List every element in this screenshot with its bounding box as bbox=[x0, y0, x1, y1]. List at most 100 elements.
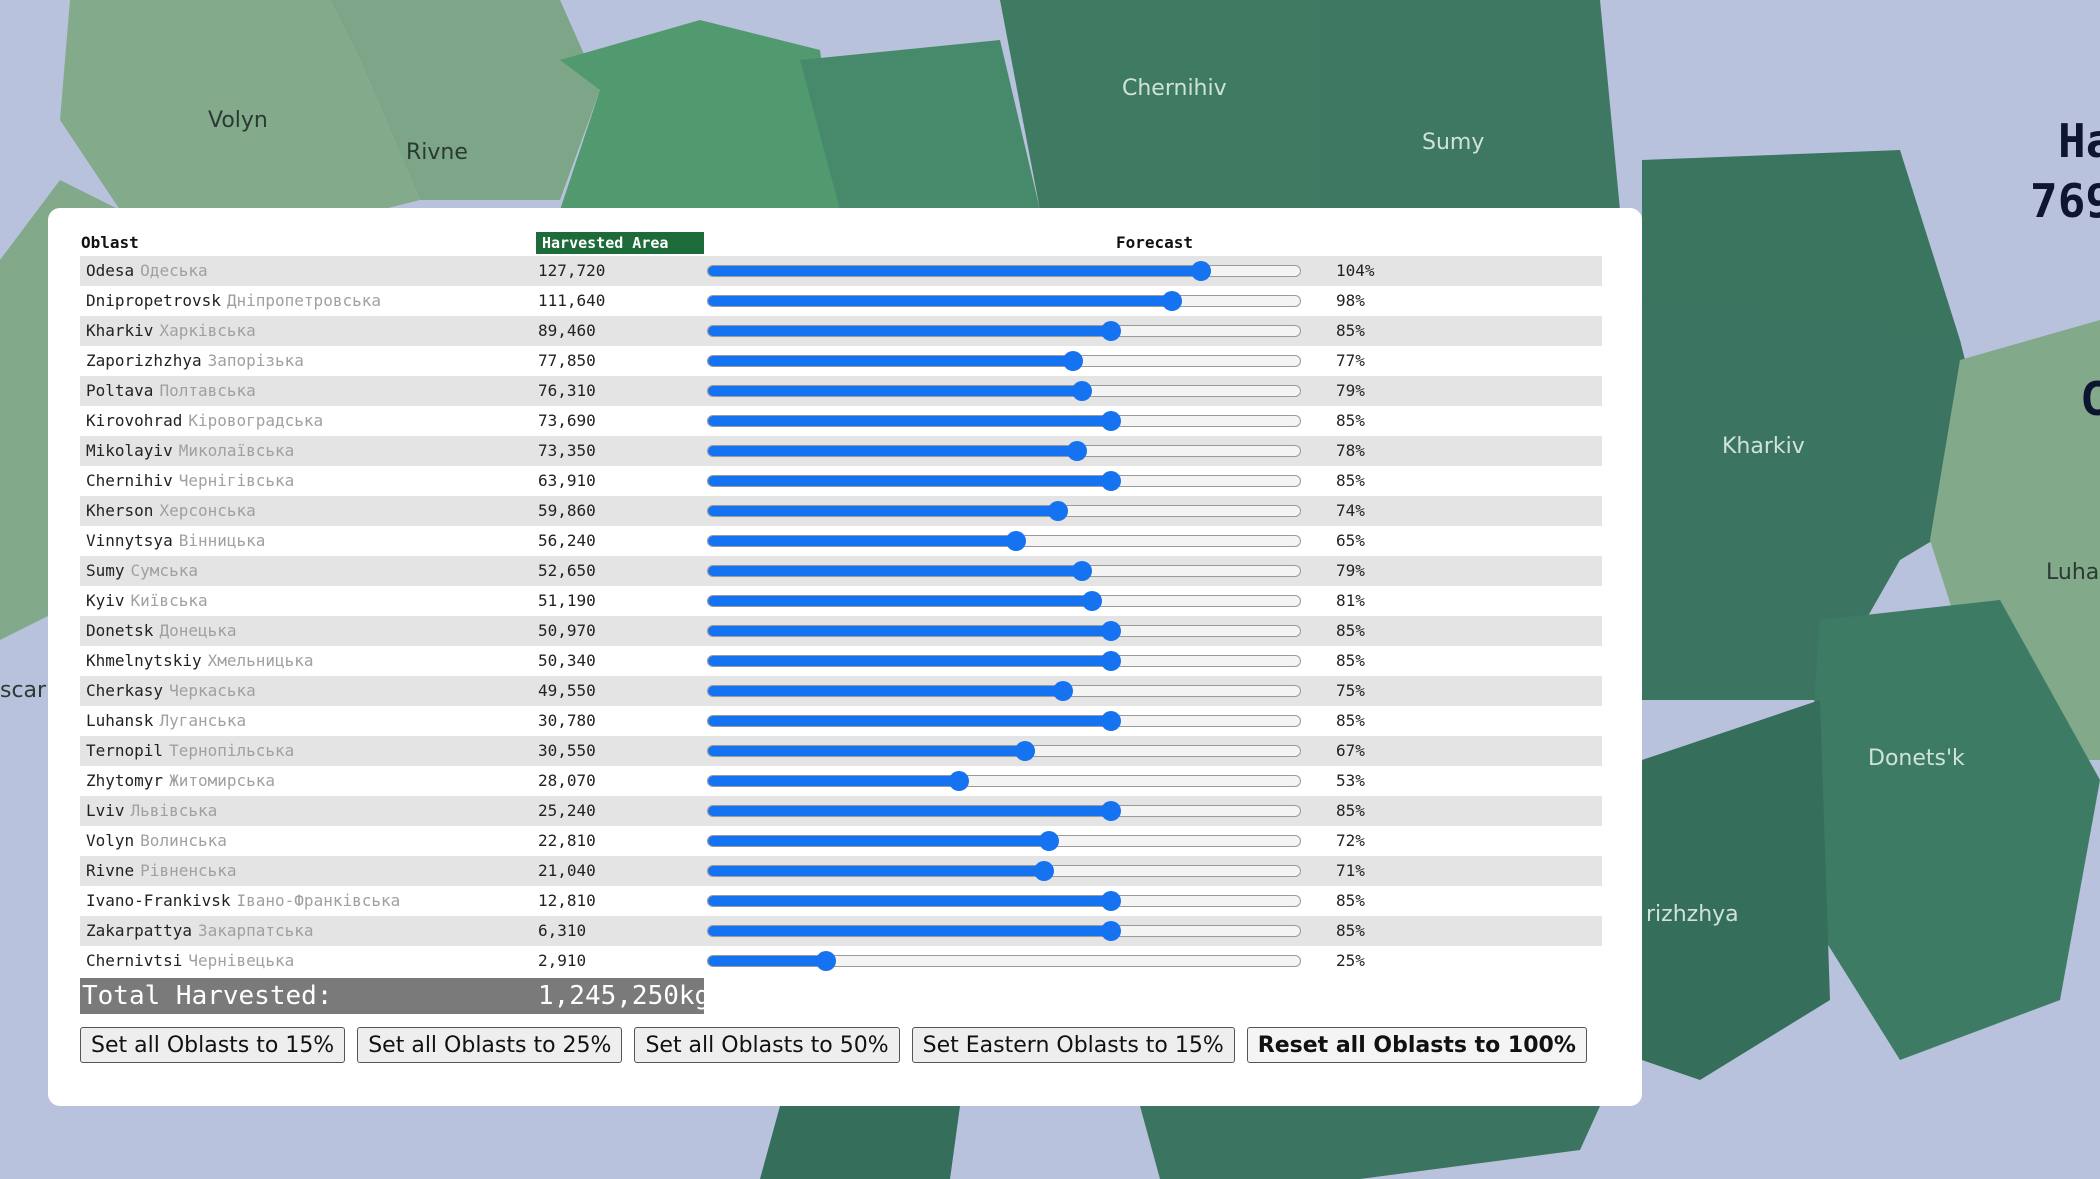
harvested-area-value: 22,810 bbox=[538, 831, 596, 850]
oblast-name-en: Zhytomyr bbox=[86, 771, 164, 790]
slider-thumb[interactable] bbox=[1100, 621, 1121, 641]
harvested-area-value: 21,040 bbox=[538, 861, 596, 880]
slider-thumb[interactable] bbox=[1100, 801, 1121, 821]
slider-thumb[interactable] bbox=[1072, 381, 1093, 401]
oblast-name-en: Vinnytsya bbox=[86, 531, 173, 550]
oblast-name: Luhansk Луганська bbox=[86, 706, 246, 736]
oblast-name-en: Khmelnytskiy bbox=[86, 651, 202, 670]
slider-thumb[interactable] bbox=[1100, 921, 1121, 941]
slider-fill bbox=[708, 776, 959, 786]
forecast-slider[interactable] bbox=[707, 681, 1301, 701]
oblast-name-uk: Запорізька bbox=[207, 351, 304, 370]
slider-thumb[interactable] bbox=[1100, 891, 1121, 911]
forecast-slider[interactable] bbox=[707, 531, 1301, 551]
forecast-slider[interactable] bbox=[707, 711, 1301, 731]
forecast-slider[interactable] bbox=[707, 801, 1301, 821]
table-row: Khmelnytskiy Хмельницька 50,340 85% bbox=[80, 646, 1602, 676]
slider-fill bbox=[708, 746, 1026, 756]
oblast-name: Rivne Рівненська bbox=[86, 856, 237, 886]
oblast-name-en: Dnipropetrovsk bbox=[86, 291, 221, 310]
reset-all-100-button[interactable]: Reset all Oblasts to 100% bbox=[1246, 1027, 1587, 1063]
map-region-chernihiv bbox=[1000, 0, 1330, 210]
slider-thumb[interactable] bbox=[1100, 411, 1121, 431]
forecast-slider[interactable] bbox=[707, 771, 1301, 791]
map-label-chernihiv: Chernihiv bbox=[1122, 76, 1227, 101]
forecast-percent: 85% bbox=[1336, 621, 1365, 640]
slider-fill bbox=[708, 296, 1173, 306]
forecast-slider[interactable] bbox=[707, 291, 1301, 311]
slider-thumb[interactable] bbox=[1100, 321, 1121, 341]
forecast-slider[interactable] bbox=[707, 351, 1301, 371]
harvested-area-value: 52,650 bbox=[538, 561, 596, 580]
slider-thumb[interactable] bbox=[1190, 261, 1211, 281]
forecast-slider[interactable] bbox=[707, 951, 1301, 971]
slider-thumb[interactable] bbox=[1100, 651, 1121, 671]
slider-thumb[interactable] bbox=[1062, 351, 1083, 371]
forecast-slider[interactable] bbox=[707, 831, 1301, 851]
forecast-slider[interactable] bbox=[707, 741, 1301, 761]
slider-thumb[interactable] bbox=[1053, 681, 1074, 701]
forecast-slider[interactable] bbox=[707, 621, 1301, 641]
forecast-percent: 71% bbox=[1336, 861, 1365, 880]
slider-thumb[interactable] bbox=[1015, 741, 1036, 761]
forecast-slider[interactable] bbox=[707, 651, 1301, 671]
oblast-name-en: Rivne bbox=[86, 861, 135, 880]
forecast-slider[interactable] bbox=[707, 501, 1301, 521]
forecast-percent: 67% bbox=[1336, 741, 1365, 760]
set-all-50-button[interactable]: Set all Oblasts to 50% bbox=[634, 1027, 900, 1063]
oblast-name-en: Odesa bbox=[86, 261, 135, 280]
map-region-south-west bbox=[760, 1106, 960, 1179]
set-all-15-button[interactable]: Set all Oblasts to 15% bbox=[80, 1027, 346, 1063]
forecast-percent: 79% bbox=[1336, 561, 1365, 580]
slider-thumb[interactable] bbox=[1072, 561, 1093, 581]
forecast-slider[interactable] bbox=[707, 381, 1301, 401]
oblast-name-uk: Одеська bbox=[140, 261, 208, 280]
slider-thumb[interactable] bbox=[1048, 501, 1069, 521]
slider-thumb[interactable] bbox=[816, 951, 837, 971]
set-eastern-15-button[interactable]: Set Eastern Oblasts to 15% bbox=[911, 1027, 1235, 1063]
map-region-south-east bbox=[1140, 1106, 1600, 1179]
map-region-rivne bbox=[330, 0, 600, 200]
slider-thumb[interactable] bbox=[1162, 291, 1183, 311]
oblast-name: Sumy Сумська bbox=[86, 556, 198, 586]
harvested-area-value: 50,970 bbox=[538, 621, 596, 640]
slider-thumb[interactable] bbox=[1038, 831, 1059, 851]
forecast-percent: 98% bbox=[1336, 291, 1365, 310]
total-label: Total Harvested: bbox=[82, 981, 333, 1011]
forecast-slider[interactable] bbox=[707, 411, 1301, 431]
oblast-name: Kharkiv Харківська bbox=[86, 316, 256, 346]
slider-thumb[interactable] bbox=[1100, 711, 1121, 731]
forecast-slider[interactable] bbox=[707, 861, 1301, 881]
oblast-table: Odesa Одеська 127,720 104% Dnipropetrovsk Дні… bbox=[80, 256, 1602, 976]
slider-thumb[interactable] bbox=[949, 771, 969, 791]
slider-fill bbox=[708, 716, 1111, 726]
slider-thumb[interactable] bbox=[1034, 861, 1055, 881]
forecast-slider[interactable] bbox=[707, 321, 1301, 341]
slider-fill bbox=[708, 866, 1045, 876]
oblast-name: Dnipropetrovsk Дніпропетровська bbox=[86, 286, 381, 316]
oblast-name-uk: Івано-Франківська bbox=[236, 891, 401, 910]
forecast-percent: 85% bbox=[1336, 651, 1365, 670]
table-row: Lviv Львівська 25,240 85% bbox=[80, 796, 1602, 826]
header-harvested-area[interactable]: Harvested Area bbox=[536, 232, 704, 254]
harvested-area-value: 50,340 bbox=[538, 651, 596, 670]
slider-thumb[interactable] bbox=[1081, 591, 1102, 611]
forecast-slider[interactable] bbox=[707, 561, 1301, 581]
slider-thumb[interactable] bbox=[1067, 441, 1088, 461]
forecast-slider[interactable] bbox=[707, 891, 1301, 911]
set-all-25-button[interactable]: Set all Oblasts to 25% bbox=[357, 1027, 623, 1063]
slider-thumb[interactable] bbox=[1005, 531, 1026, 551]
oblast-name: Lviv Львівська bbox=[86, 796, 217, 826]
harvested-area-value: 63,910 bbox=[538, 471, 596, 490]
slider-thumb[interactable] bbox=[1100, 471, 1121, 491]
forecast-slider[interactable] bbox=[707, 921, 1301, 941]
forecast-slider[interactable] bbox=[707, 261, 1301, 281]
map-side-letter: C bbox=[2080, 372, 2100, 426]
header-oblast: Oblast bbox=[81, 233, 139, 252]
harvested-area-value: 28,070 bbox=[538, 771, 596, 790]
forecast-slider[interactable] bbox=[707, 471, 1301, 491]
table-row: Zakarpattya Закарпатська 6,310 85% bbox=[80, 916, 1602, 946]
forecast-slider[interactable] bbox=[707, 591, 1301, 611]
forecast-slider[interactable] bbox=[707, 441, 1301, 461]
